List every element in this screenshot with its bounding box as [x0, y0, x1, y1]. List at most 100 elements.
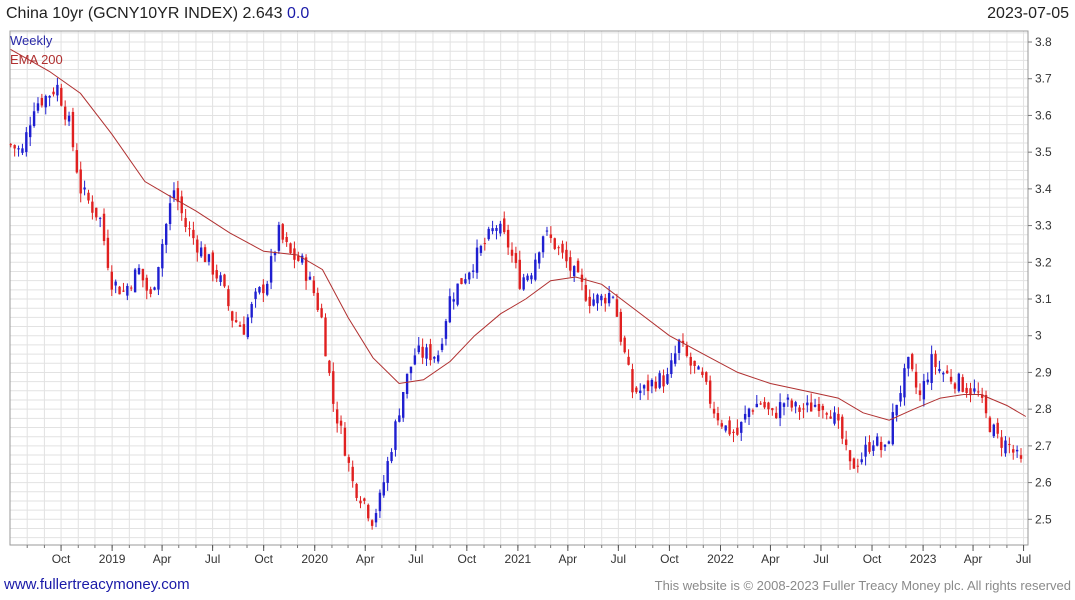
- candle-body: [281, 224, 284, 240]
- ema-200-line: [10, 48, 1027, 421]
- x-tick-label: 2022: [707, 552, 734, 566]
- candle-body: [370, 520, 374, 526]
- candle-body: [75, 150, 79, 173]
- y-tick-label: 2.9: [1035, 365, 1052, 379]
- plot-frame: [9, 30, 1029, 546]
- candle-body: [192, 229, 195, 239]
- legend-weekly: Weekly: [10, 33, 53, 48]
- candle-body: [724, 425, 727, 431]
- candle-body: [417, 345, 420, 353]
- candle-body: [9, 144, 12, 146]
- candle-body: [118, 286, 121, 295]
- candle-body: [79, 169, 82, 194]
- candle-body: [876, 436, 879, 446]
- chart-grid: [10, 31, 1028, 545]
- candle-body: [114, 281, 117, 286]
- candle-body: [662, 375, 665, 387]
- candle-body: [277, 224, 281, 251]
- candle-body: [903, 368, 906, 398]
- candle-body: [503, 218, 506, 233]
- candle-body: [844, 439, 848, 446]
- candle-body: [887, 441, 891, 444]
- candle-body: [763, 401, 766, 408]
- candle-body: [957, 373, 961, 392]
- candle-body: [751, 410, 755, 412]
- chart-date: 2023-07-05: [987, 5, 1069, 22]
- candle-body: [429, 344, 432, 361]
- candle-body: [786, 397, 790, 400]
- candle-body: [701, 371, 704, 375]
- candle-body: [526, 275, 529, 281]
- candle-body: [642, 385, 646, 389]
- candle-body: [549, 234, 553, 239]
- candle-body: [95, 207, 98, 218]
- candle-body: [708, 380, 712, 404]
- candle-body: [343, 427, 347, 456]
- candle-body: [759, 403, 762, 405]
- y-tick-label: 3.7: [1035, 72, 1052, 86]
- candle-body: [359, 500, 362, 504]
- candle-body: [782, 403, 786, 407]
- candle-body: [460, 278, 463, 285]
- candle-body: [300, 255, 304, 263]
- y-tick-label: 2.5: [1035, 512, 1052, 526]
- candle-body: [809, 402, 813, 412]
- candle-body: [565, 249, 568, 262]
- x-tick-label: Apr: [356, 552, 375, 566]
- candle-body: [592, 299, 595, 306]
- candle-body: [945, 370, 949, 374]
- candle-body: [841, 416, 844, 439]
- candle-body: [110, 271, 113, 290]
- candle-body: [693, 360, 696, 366]
- candle-body: [856, 465, 860, 467]
- candle-body: [670, 360, 673, 375]
- candle-body: [273, 252, 277, 256]
- candle-body: [433, 356, 436, 359]
- candle-body: [234, 320, 238, 323]
- y-tick-label: 3.2: [1035, 255, 1052, 269]
- x-tick-label: 2019: [99, 552, 126, 566]
- candle-body: [153, 287, 156, 290]
- candle-body: [771, 408, 774, 411]
- candle-body: [452, 299, 455, 302]
- candle-body: [732, 431, 735, 433]
- candle-body: [545, 230, 549, 232]
- candle-body: [436, 355, 440, 362]
- candle-body: [557, 247, 560, 249]
- y-tick-label: 3: [1035, 329, 1042, 343]
- candle-body: [207, 254, 211, 262]
- candle-body: [864, 444, 867, 457]
- candle-body: [98, 217, 102, 219]
- candle-body: [1012, 449, 1015, 453]
- candle-body: [934, 353, 937, 368]
- x-tick-label: 2020: [301, 552, 328, 566]
- candle-body: [246, 317, 249, 338]
- candle-body: [133, 269, 137, 293]
- y-tick-label: 3.1: [1035, 292, 1052, 306]
- candle-body: [895, 404, 898, 416]
- candle-body: [479, 245, 483, 253]
- candle-body: [794, 402, 797, 407]
- candle-body: [409, 366, 413, 374]
- candle-body: [926, 379, 929, 383]
- candle-body: [572, 266, 576, 277]
- candle-body: [223, 274, 226, 287]
- candle-body: [646, 380, 650, 392]
- candle-body: [413, 355, 417, 365]
- candle-body: [852, 458, 856, 469]
- y-tick-label: 3.6: [1035, 108, 1052, 122]
- website-link[interactable]: www.fullertreacymoney.com: [4, 576, 190, 593]
- candle-body: [242, 324, 246, 335]
- candle-body: [541, 236, 545, 253]
- y-tick-label: 3.8: [1035, 35, 1052, 49]
- candle-body: [499, 223, 502, 234]
- candle-body: [755, 403, 758, 408]
- candle-body: [157, 267, 160, 290]
- candle-body: [130, 287, 133, 289]
- candle-body: [17, 148, 20, 150]
- y-tick-label: 3.5: [1035, 145, 1052, 159]
- x-tick-label: Oct: [863, 552, 882, 566]
- candle-body: [91, 201, 94, 213]
- candle-body: [29, 125, 32, 138]
